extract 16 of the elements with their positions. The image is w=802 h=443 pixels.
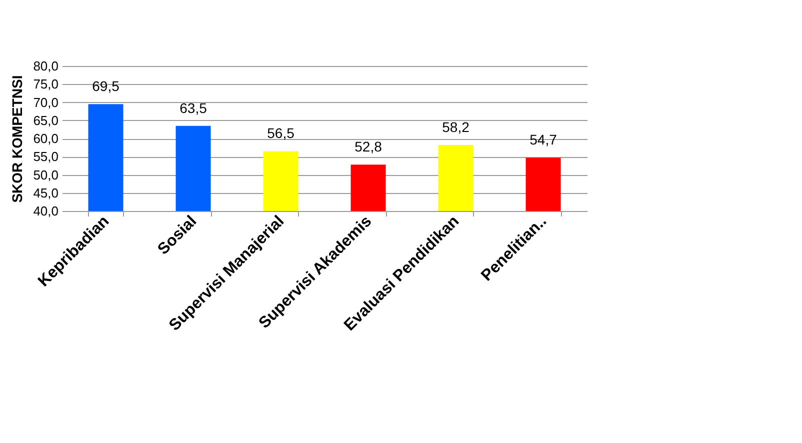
data-label: 54,7 bbox=[530, 132, 558, 148]
y-tick-label: 75,0 bbox=[33, 76, 58, 92]
data-label: 58,2 bbox=[442, 119, 470, 136]
y-tick-label: 80,0 bbox=[33, 58, 58, 74]
data-label: 52,8 bbox=[354, 138, 382, 155]
y-tick-label: 70,0 bbox=[33, 94, 58, 110]
data-label: 63,5 bbox=[180, 100, 208, 116]
y-axis-title: SKOR KOMPETNSI bbox=[9, 75, 26, 203]
y-tick-label: 50,0 bbox=[33, 167, 58, 182]
y-tick-label: 65,0 bbox=[33, 112, 58, 128]
y-tick-label: 55,0 bbox=[33, 149, 58, 164]
y-tick-label: 45,0 bbox=[33, 185, 58, 200]
data-label: 56,5 bbox=[267, 125, 295, 142]
y-tick-label: 60,0 bbox=[33, 131, 58, 146]
y-tick-label: 40,0 bbox=[33, 204, 58, 218]
data-label: 69,5 bbox=[92, 78, 120, 94]
